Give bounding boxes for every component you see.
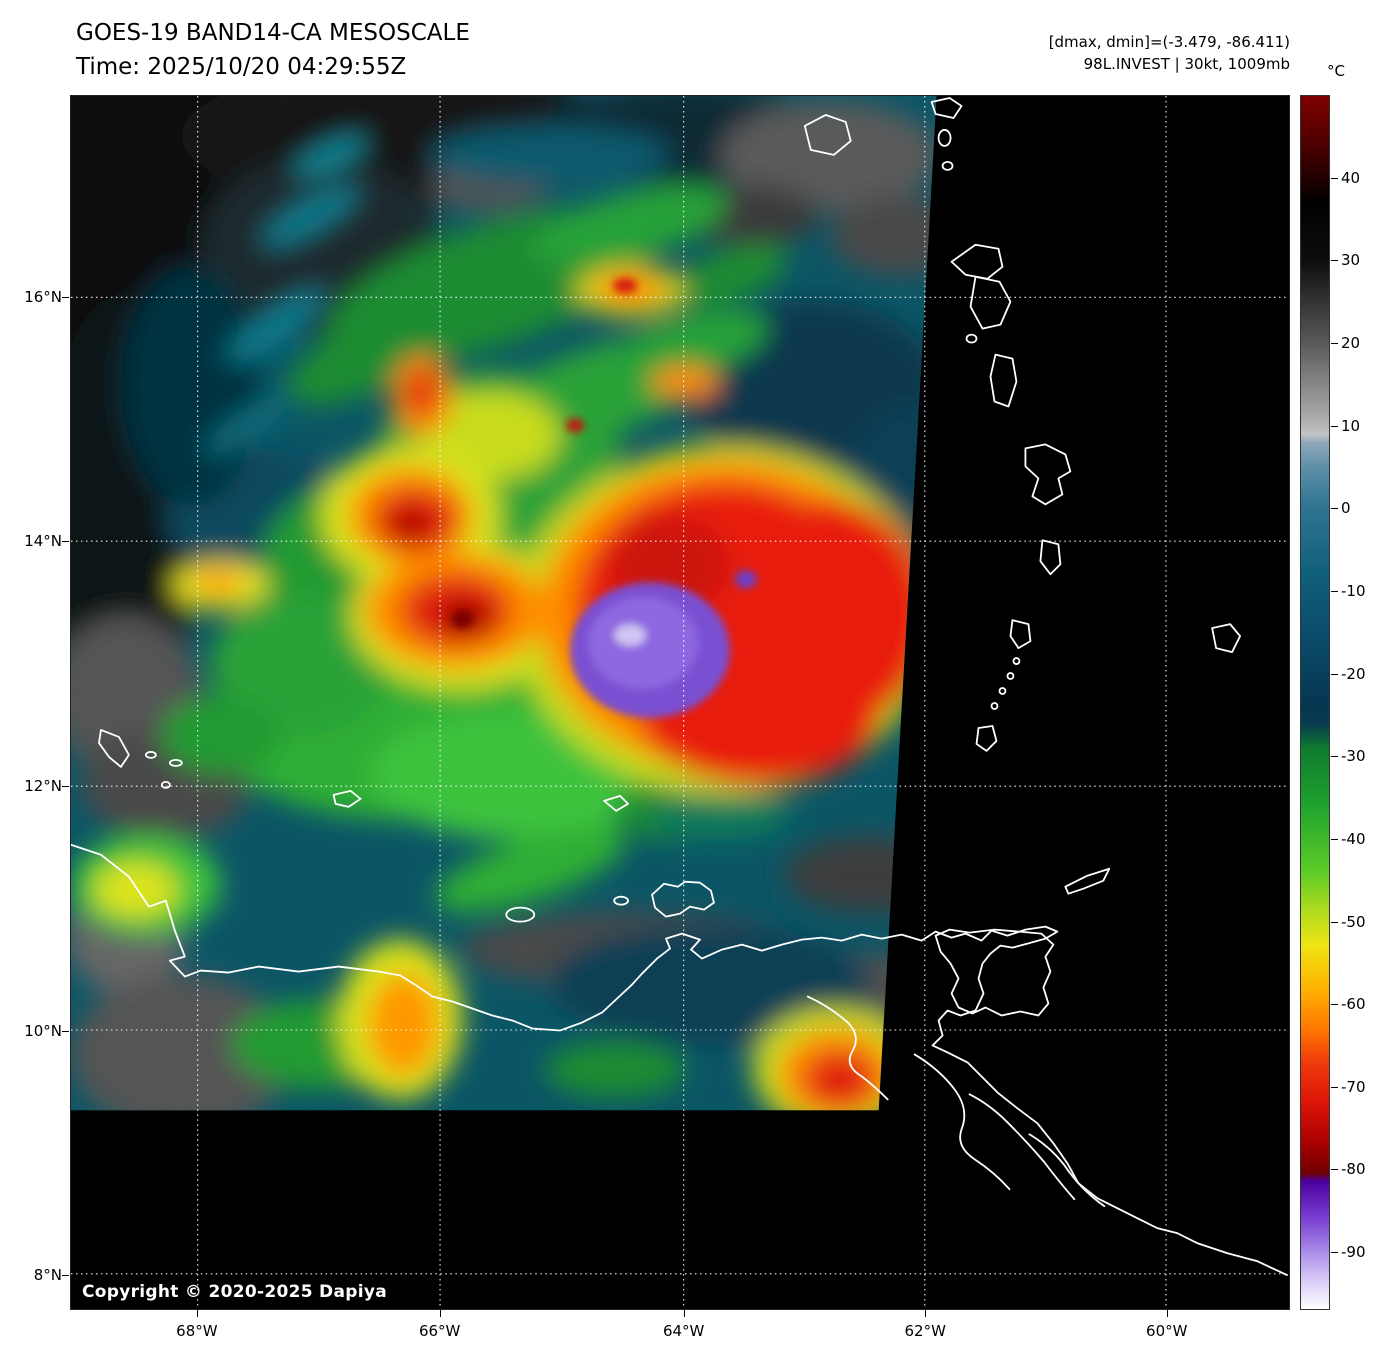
map-canvas: [70, 95, 1290, 1310]
colorbar-tick-label: -60: [1341, 995, 1366, 1014]
axis-tick: [196, 1310, 198, 1317]
colorbar-tick-label: -20: [1341, 664, 1366, 683]
mesoscale-sector: [71, 96, 937, 1111]
axis-tick: [1166, 1310, 1168, 1317]
lat-label: 16°N: [24, 287, 62, 306]
colorbar-unit-label: °C: [1327, 62, 1345, 80]
lon-label: 60°W: [1146, 1322, 1188, 1340]
axis-tick: [62, 1030, 69, 1032]
axis-tick: [683, 1310, 685, 1317]
lon-label: 68°W: [176, 1322, 218, 1340]
copyright-text: Copyright © 2020-2025 Dapiya: [82, 1282, 387, 1302]
timestamp: Time: 2025/10/20 04:29:55Z: [76, 54, 407, 80]
colorbar-tick-label: 40: [1341, 168, 1361, 187]
colorbar-tick-label: -30: [1341, 747, 1366, 766]
axis-tick: [62, 296, 69, 298]
colorbar-tick-label: -90: [1341, 1243, 1366, 1262]
axis-tick: [62, 786, 69, 788]
lon-label: 64°W: [662, 1322, 705, 1340]
colorbar-tick-label: -50: [1341, 912, 1366, 931]
axis-tick: [1331, 590, 1338, 592]
coastlines: [71, 97, 1288, 1276]
lon-label: 62°W: [904, 1322, 946, 1340]
colorbar-gradient: [1301, 96, 1329, 1309]
page-title: GOES-19 BAND14-CA MESOSCALE: [76, 20, 470, 46]
axis-tick: [1331, 673, 1338, 675]
colorbar-tick-label: -80: [1341, 1160, 1366, 1179]
axis-tick: [1331, 1004, 1338, 1006]
axis-tick: [1331, 1086, 1338, 1088]
axis-tick: [1331, 756, 1338, 758]
axis-tick: [1331, 425, 1338, 427]
axis-tick: [62, 1274, 69, 1276]
colorbar-tick-label: 30: [1341, 251, 1361, 270]
temperature-colorbar: [1300, 95, 1330, 1310]
axis-tick: [1331, 508, 1338, 510]
dmax-dmin-readout: [dmax, dmin]=(-3.479, -86.411): [1048, 33, 1290, 51]
axis-tick: [439, 1310, 441, 1317]
colorbar-tick-label: 20: [1341, 333, 1361, 352]
lat-label: 14°N: [24, 531, 62, 550]
lat-label: 10°N: [24, 1021, 62, 1040]
axis-tick: [1331, 1169, 1338, 1171]
axis-tick: [1331, 1252, 1338, 1254]
lon-label: 66°W: [418, 1322, 461, 1340]
colorbar-tick-label: -70: [1341, 1077, 1366, 1096]
axis-tick: [1331, 177, 1338, 179]
satellite-imagery: [71, 96, 1289, 1309]
axis-tick: [1331, 921, 1338, 923]
axis-tick: [1331, 342, 1338, 344]
axis-tick: [925, 1310, 927, 1317]
axis-tick: [1331, 260, 1338, 262]
axis-tick: [62, 540, 69, 542]
colorbar-tick-label: 10: [1341, 416, 1361, 435]
colorbar-tick-label: -10: [1341, 581, 1366, 600]
colorbar-tick-label: -40: [1341, 829, 1366, 848]
storm-info: 98L.INVEST | 30kt, 1009mb: [1083, 54, 1290, 73]
lat-label: 12°N: [24, 777, 62, 796]
graticule: [71, 96, 1289, 1309]
axis-tick: [1331, 838, 1338, 840]
header-readouts: [dmax, dmin]=(-3.479, -86.411) 98L.INVES…: [1049, 32, 1290, 76]
colorbar-tick-label: 0: [1341, 499, 1351, 518]
lat-label: 8°N: [33, 1265, 62, 1284]
